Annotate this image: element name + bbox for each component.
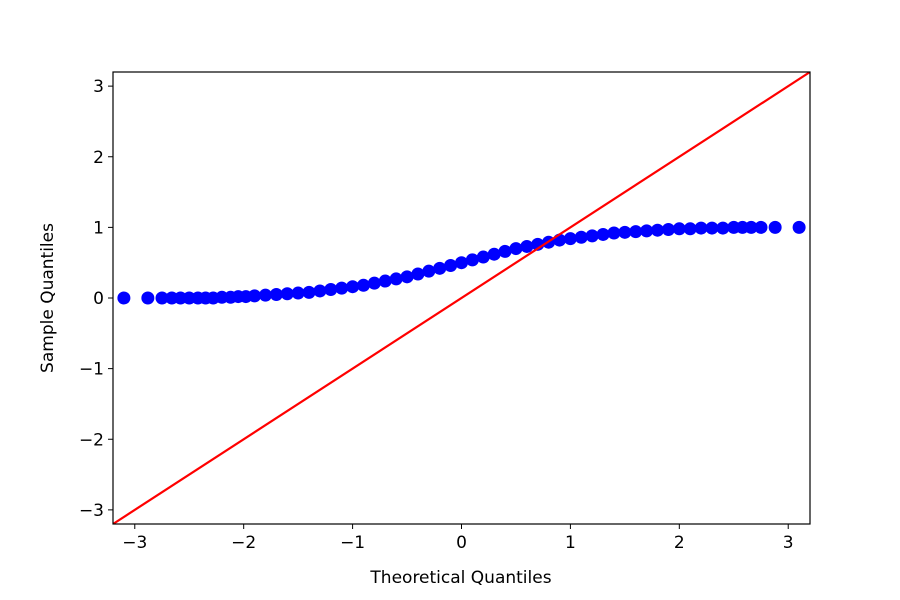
x-tick-label: −2 (231, 533, 256, 553)
data-point (661, 222, 675, 236)
data-point (248, 289, 262, 303)
data-point (716, 221, 730, 235)
y-axis-label: Sample Quantiles (38, 223, 58, 373)
axis-ticks: −3 −3 −2 −2 −1 −1 0 0 1 1 2 2 3 3 (79, 77, 794, 553)
data-point (618, 225, 632, 239)
data-point (444, 259, 458, 273)
data-point (367, 276, 381, 290)
y-tick-label: 2 (93, 148, 104, 168)
data-point (346, 280, 360, 294)
x-tick-label: 3 (783, 533, 794, 553)
data-point (672, 222, 686, 236)
data-point (498, 244, 512, 258)
data-point (585, 229, 599, 243)
data-point (117, 291, 131, 305)
data-point (640, 224, 654, 238)
data-point (378, 274, 392, 288)
plot-area (113, 72, 810, 524)
data-point (705, 221, 719, 235)
data-point (313, 284, 327, 298)
y-tick-label: −1 (79, 360, 104, 380)
data-point (607, 226, 621, 240)
data-point (433, 261, 447, 275)
data-point (291, 286, 305, 300)
data-point (155, 291, 169, 305)
data-point (389, 272, 403, 286)
data-point (574, 230, 588, 244)
data-point (476, 250, 490, 264)
y-tick-label: 3 (93, 77, 104, 97)
data-point (335, 281, 349, 295)
data-point (487, 247, 501, 261)
x-axis-label: Theoretical Quantiles (369, 568, 551, 588)
y-tick-label: −3 (79, 501, 104, 521)
x-tick-label: 2 (674, 533, 685, 553)
data-point (269, 287, 283, 301)
data-point (563, 232, 577, 246)
data-point (258, 288, 272, 302)
data-point (465, 253, 479, 267)
data-point (411, 267, 425, 281)
reference-line (113, 72, 810, 524)
data-point (768, 220, 782, 234)
y-tick-label: 0 (93, 289, 104, 309)
data-point (356, 278, 370, 292)
data-point (744, 220, 758, 234)
data-point (324, 283, 338, 297)
data-point (455, 256, 468, 270)
data-point (422, 264, 436, 278)
x-tick-label: −3 (122, 533, 147, 553)
data-point (754, 220, 768, 234)
data-point (792, 220, 806, 234)
data-point (651, 223, 665, 237)
data-point (509, 242, 523, 256)
data-point (683, 222, 697, 236)
data-point (400, 270, 414, 284)
y-tick-label: −2 (79, 430, 104, 450)
data-point (629, 225, 643, 239)
data-point (694, 221, 708, 235)
data-point (596, 227, 610, 241)
data-point (302, 285, 316, 299)
x-tick-label: 1 (565, 533, 576, 553)
data-point (280, 287, 294, 301)
x-tick-label: −1 (340, 533, 365, 553)
data-point (141, 291, 155, 305)
y-tick-label: 1 (93, 218, 104, 238)
data-point (520, 239, 534, 253)
x-tick-label: 0 (456, 533, 467, 553)
